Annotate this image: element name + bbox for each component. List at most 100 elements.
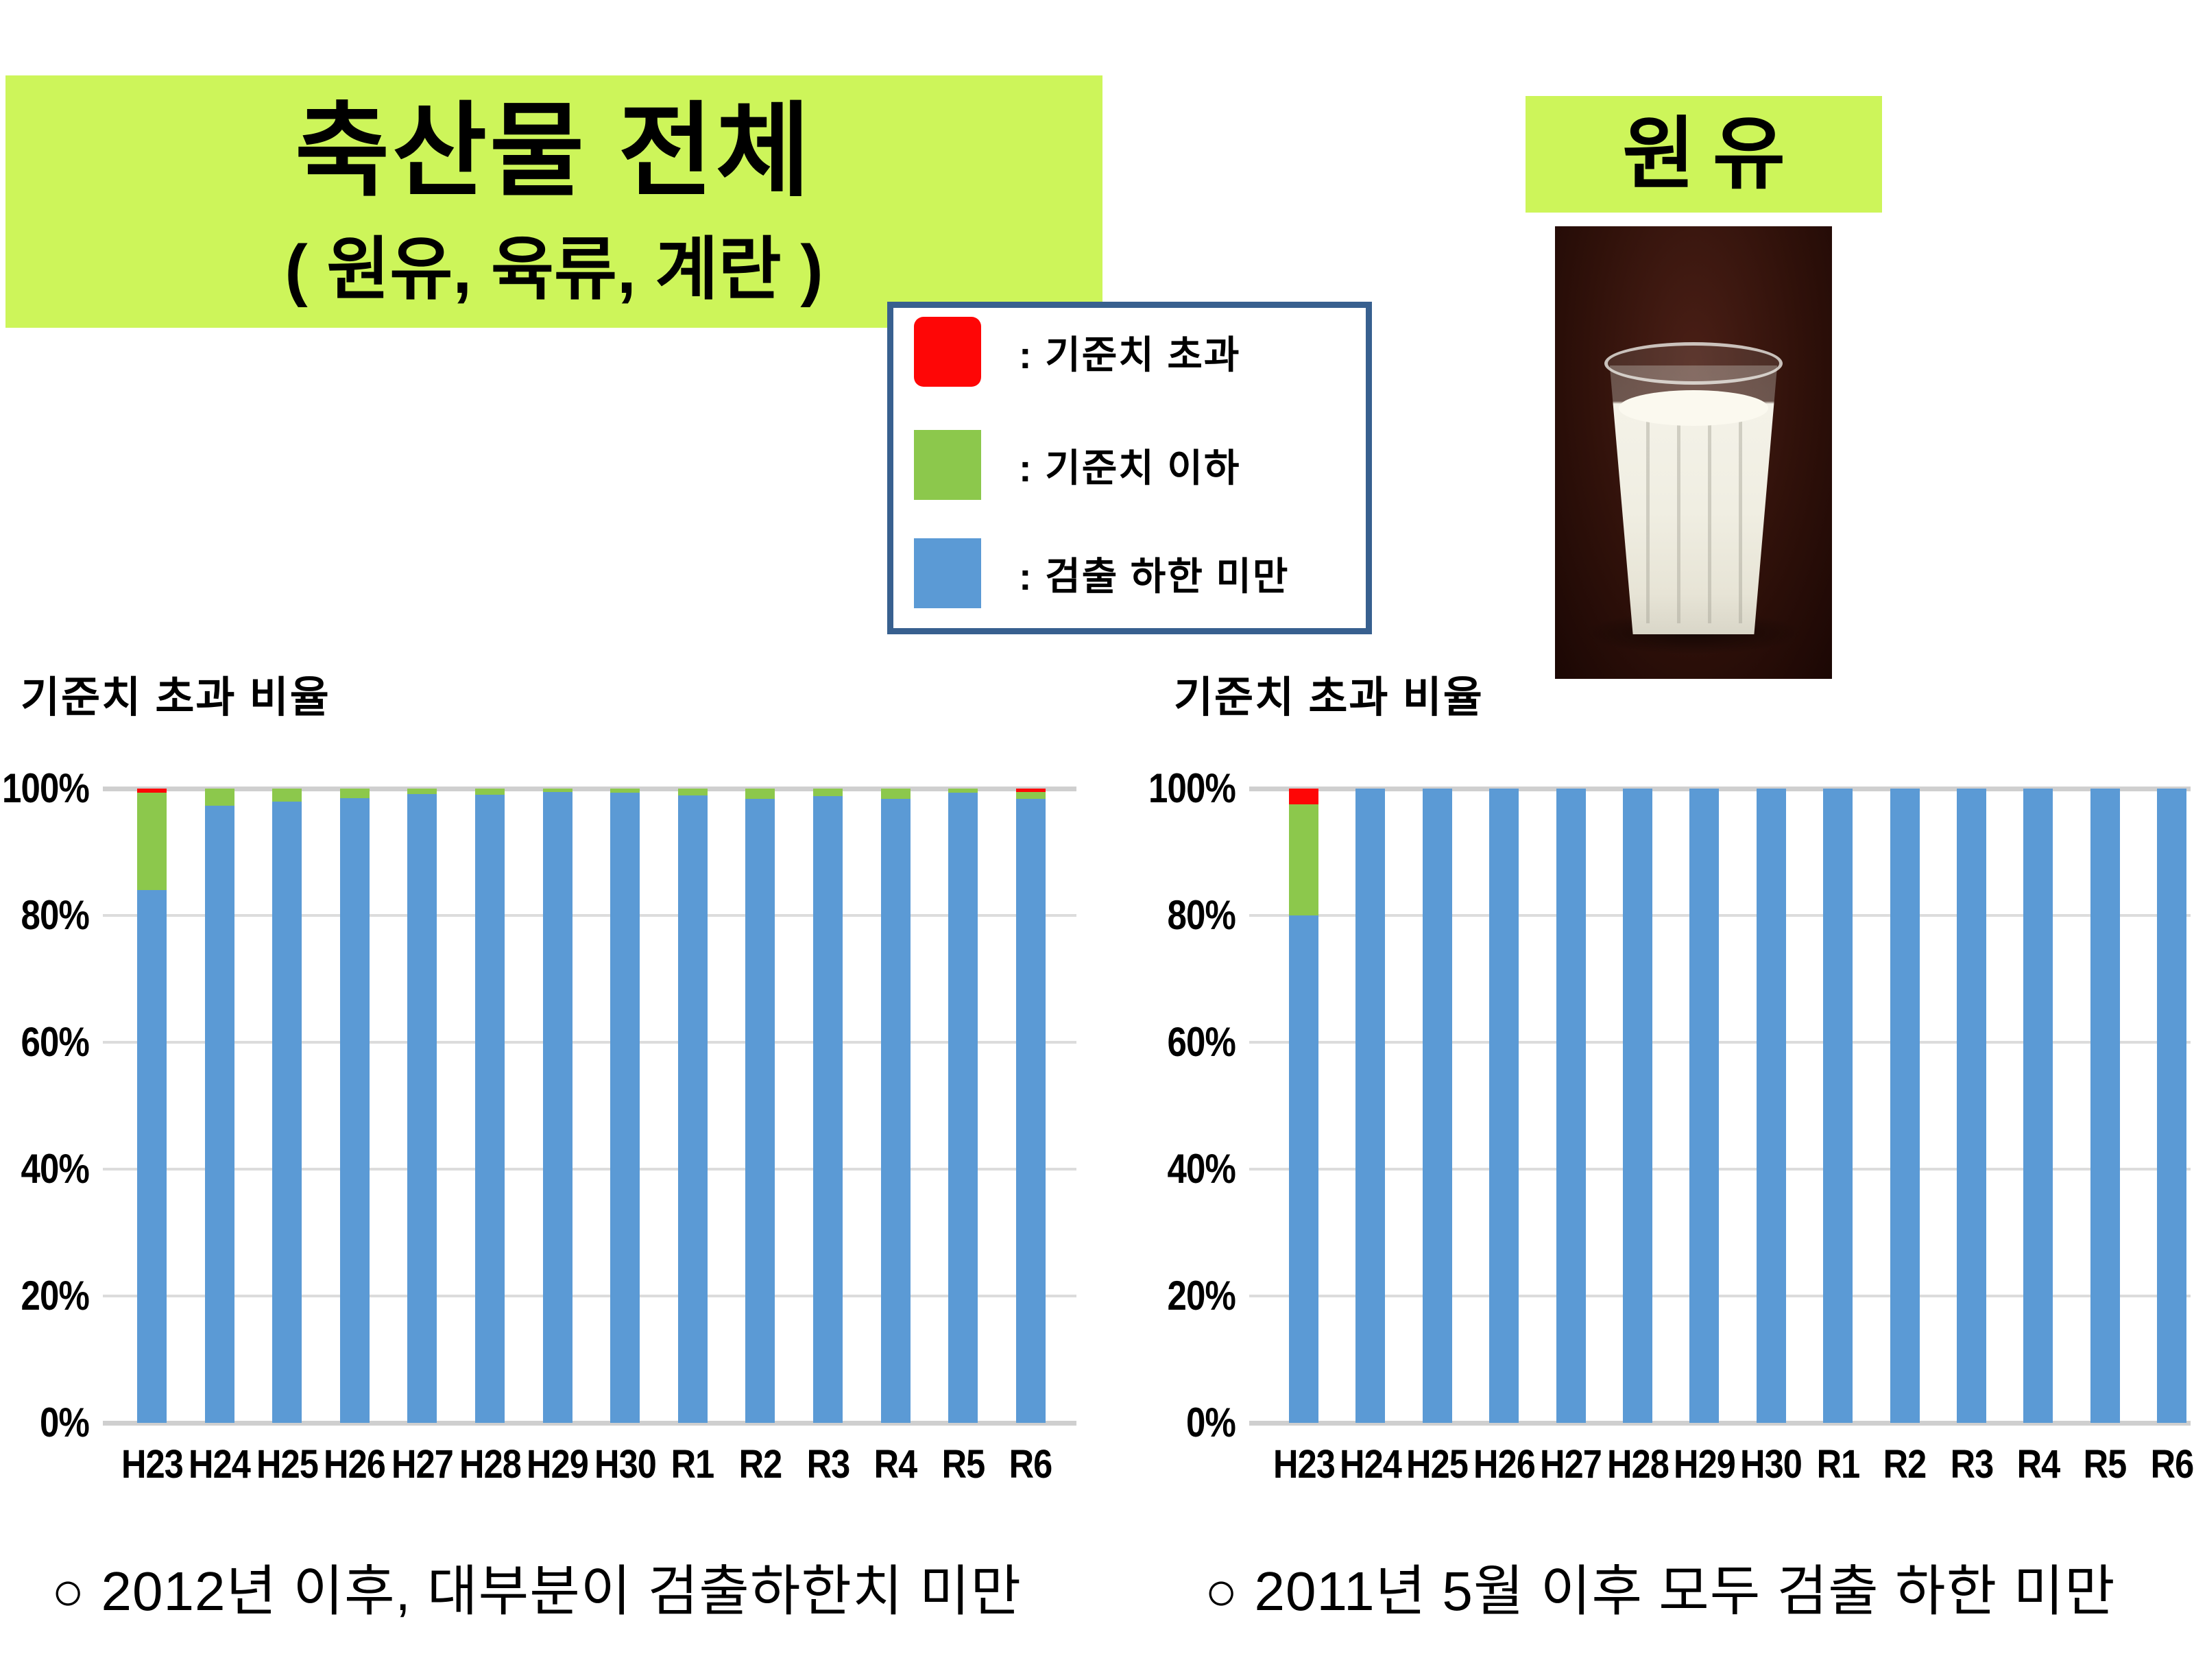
bar-R2-green xyxy=(745,789,775,799)
bar-H24-green xyxy=(204,789,234,806)
x-tick-label-R3: R3 xyxy=(1950,1442,1994,1487)
bar-R4-blue xyxy=(880,798,911,1423)
bar-R6-red xyxy=(1015,789,1046,792)
x-tick-label-H25: H25 xyxy=(1406,1442,1469,1487)
gridline-60 xyxy=(1249,1041,2191,1044)
x-tick-label-R3: R3 xyxy=(806,1442,850,1487)
legend-swatch-green xyxy=(914,430,981,500)
bar-H28-blue xyxy=(1623,789,1652,1423)
bar-R2-blue xyxy=(745,798,775,1423)
x-tick-label-R6: R6 xyxy=(2150,1442,2194,1487)
bar-H25-blue xyxy=(1422,789,1452,1423)
gridline-20 xyxy=(1249,1295,2191,1297)
bar-H29-blue xyxy=(1689,789,1720,1423)
y-tick-label-0: 0% xyxy=(1185,1400,1236,1445)
x-tick-label-R4: R4 xyxy=(873,1442,918,1487)
bar-R5-blue xyxy=(948,792,978,1423)
bar-H30-green xyxy=(610,789,640,793)
bar-R6-blue xyxy=(1015,798,1046,1423)
y-tick-label-100: 100% xyxy=(1148,765,1236,811)
gridline-40 xyxy=(103,1168,1076,1171)
x-tick-label-R1: R1 xyxy=(671,1442,715,1487)
bar-H28-blue xyxy=(475,795,505,1423)
right-chart: 100% 80% 60% 40% 20% 0% H23 H24 H25 H26 H27 H28 H29 H… xyxy=(1148,765,2194,1487)
x-tick-label-R4: R4 xyxy=(2016,1442,2061,1487)
bar-R2-blue xyxy=(1890,789,1920,1423)
bar-H27-blue xyxy=(1556,789,1586,1423)
bar-H23-red xyxy=(1289,789,1318,805)
x-tick-label-H29: H29 xyxy=(1673,1442,1736,1487)
y-tick-label-40: 40% xyxy=(21,1146,89,1192)
legend-label-exceed: : 기준치 초과 xyxy=(1019,333,1241,376)
bar-H23-green xyxy=(1289,804,1318,915)
milk-surface xyxy=(1618,390,1769,426)
bar-H23-green xyxy=(137,792,167,890)
gridline-40 xyxy=(1249,1168,2191,1171)
gridline-80 xyxy=(1249,914,2191,917)
legend-item-exceed: : 기준치 초과 xyxy=(914,317,1240,387)
bar-R1-blue xyxy=(677,795,708,1423)
y-tick-label-20: 20% xyxy=(21,1273,89,1319)
bar-H29-green xyxy=(542,789,572,792)
right-chart-note: ○ 2011년 5월 이후 모두 검출 하한 미만 xyxy=(1205,1561,2116,1622)
bar-R3-green xyxy=(813,789,843,797)
bar-R4-blue xyxy=(2023,789,2053,1423)
gridline-100 xyxy=(1249,787,2191,791)
bar-R1-green xyxy=(677,789,708,796)
x-tick-label-H24: H24 xyxy=(1339,1442,1402,1487)
y-tick-label-20: 20% xyxy=(1167,1273,1235,1319)
x-tick-label-R5: R5 xyxy=(941,1442,985,1487)
bar-R6-blue xyxy=(2157,789,2187,1423)
x-tick-label-H23: H23 xyxy=(121,1442,184,1487)
legend-swatch-blue xyxy=(914,538,981,608)
left-chart-title: 기준치 초과 비율 xyxy=(21,674,330,721)
x-tick-label-H26: H26 xyxy=(1473,1442,1536,1487)
bar-R5-green xyxy=(948,789,978,793)
y-tick-label-0: 0% xyxy=(39,1400,90,1445)
bar-R6-green xyxy=(1015,791,1046,799)
x-tick-label-H25: H25 xyxy=(256,1442,319,1487)
bar-R5-blue xyxy=(2090,789,2120,1423)
x-tick-label-H29: H29 xyxy=(527,1442,589,1487)
bar-R4-green xyxy=(880,789,911,799)
page-subtitle: ( 원유, 육류, 계란 ) xyxy=(285,231,823,308)
bar-H26-green xyxy=(339,789,370,798)
legend-swatch-red xyxy=(914,317,981,387)
gridline-0 xyxy=(1249,1421,2191,1426)
gridline-60 xyxy=(103,1041,1076,1044)
x-tick-label-H28: H28 xyxy=(459,1442,522,1487)
legend-box: : 기준치 초과 : 기준치 이하 : 검출 하한 미만 xyxy=(887,302,1372,634)
x-tick-label-H28: H28 xyxy=(1606,1442,1669,1487)
raw-milk-banner: 원유 xyxy=(1526,96,1882,213)
y-tick-label-100: 100% xyxy=(1,765,90,811)
title-banner: 축산물 전체 ( 원유, 육류, 계란 ) xyxy=(5,75,1102,328)
bar-H26-blue xyxy=(1489,789,1519,1423)
y-tick-label-80: 80% xyxy=(1167,892,1235,938)
y-tick-label-40: 40% xyxy=(1167,1146,1235,1192)
x-tick-label-H26: H26 xyxy=(324,1442,386,1487)
legend-label-below-standard: : 기준치 이하 xyxy=(1019,446,1241,490)
left-chart: 100% 80% 60% 40% 20% 0% H23 H24 H25 H26 H27 H28 H29 H… xyxy=(2,765,1076,1487)
x-tick-label-R2: R2 xyxy=(738,1442,783,1487)
bar-H23-blue xyxy=(1289,915,1318,1423)
bar-H27-blue xyxy=(407,794,437,1423)
bar-H23-red xyxy=(137,789,167,793)
bar-H25-green xyxy=(272,789,302,802)
y-tick-label-80: 80% xyxy=(21,892,89,938)
milk-glass xyxy=(1582,342,1805,655)
milk-glass-photo xyxy=(1555,226,1832,679)
raw-milk-title: 원유 xyxy=(1622,110,1803,198)
glass-rim xyxy=(1604,342,1783,385)
bar-H24-blue xyxy=(1355,789,1386,1423)
bar-H27-green xyxy=(407,789,437,795)
x-tick-label-H24: H24 xyxy=(189,1442,251,1487)
bar-H28-green xyxy=(475,789,505,795)
bar-H24-blue xyxy=(204,805,234,1423)
x-tick-label-R2: R2 xyxy=(1883,1442,1927,1487)
right-chart-title: 기준치 초과 비율 xyxy=(1174,674,1484,721)
bar-H29-blue xyxy=(542,791,572,1423)
x-tick-label-R6: R6 xyxy=(1009,1442,1053,1487)
legend-label-below-detection: : 검출 하한 미만 xyxy=(1019,554,1290,598)
gridline-0 xyxy=(103,1421,1076,1426)
